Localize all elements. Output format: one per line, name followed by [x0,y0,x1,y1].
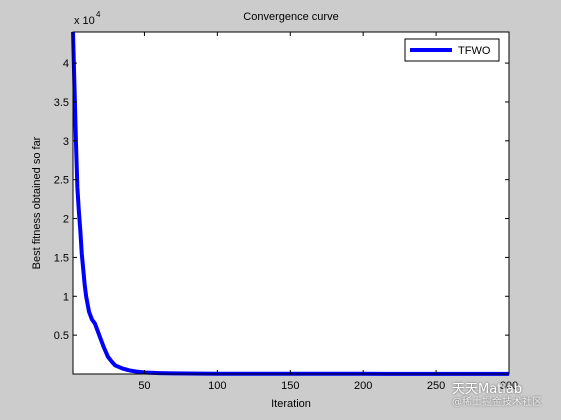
x-tick-label: 300 [500,380,518,392]
y-axis-label: Best fitness obtained so far [31,136,43,269]
y-tick-label: 1.5 [54,252,69,264]
x-tick-label: 200 [354,380,372,392]
y-tick-label: 2 [63,214,69,226]
x-tick-label: 250 [427,380,445,392]
x-tick-label: 50 [138,380,150,392]
y-tick-label: 2.5 [54,175,69,187]
legend: TFWO [404,38,500,62]
x-tick-label: 100 [208,380,226,392]
watermark: 天天Matlab @稀土掘金技术社区 [452,382,542,409]
y-exponent-power: 4 [96,10,101,19]
y-tick-label: 0.5 [54,330,69,342]
axes-background [73,32,509,374]
x-ticks: 50 100 150 200 250 300 [138,32,518,392]
axes-box [72,31,510,375]
y-tick-label: 3.5 [54,97,69,109]
chart-title: Convergence curve [243,11,338,23]
watermark-main: 天天Matlab [452,382,523,397]
y-ticks: 0.5 1 1.5 2 2.5 3 3.5 4 [54,58,509,342]
x-tick-label: 150 [281,380,299,392]
y-exponent-base: x 10 [74,15,95,27]
y-tick-label: 1 [63,291,69,303]
x-axis-label: Iteration [271,398,311,410]
legend-label-tfwo: TFWO [458,45,491,57]
y-tick-label: 3 [63,136,69,148]
watermark-sub: @稀土掘金技术社区 [452,397,542,408]
y-tick-label: 4 [63,58,69,70]
